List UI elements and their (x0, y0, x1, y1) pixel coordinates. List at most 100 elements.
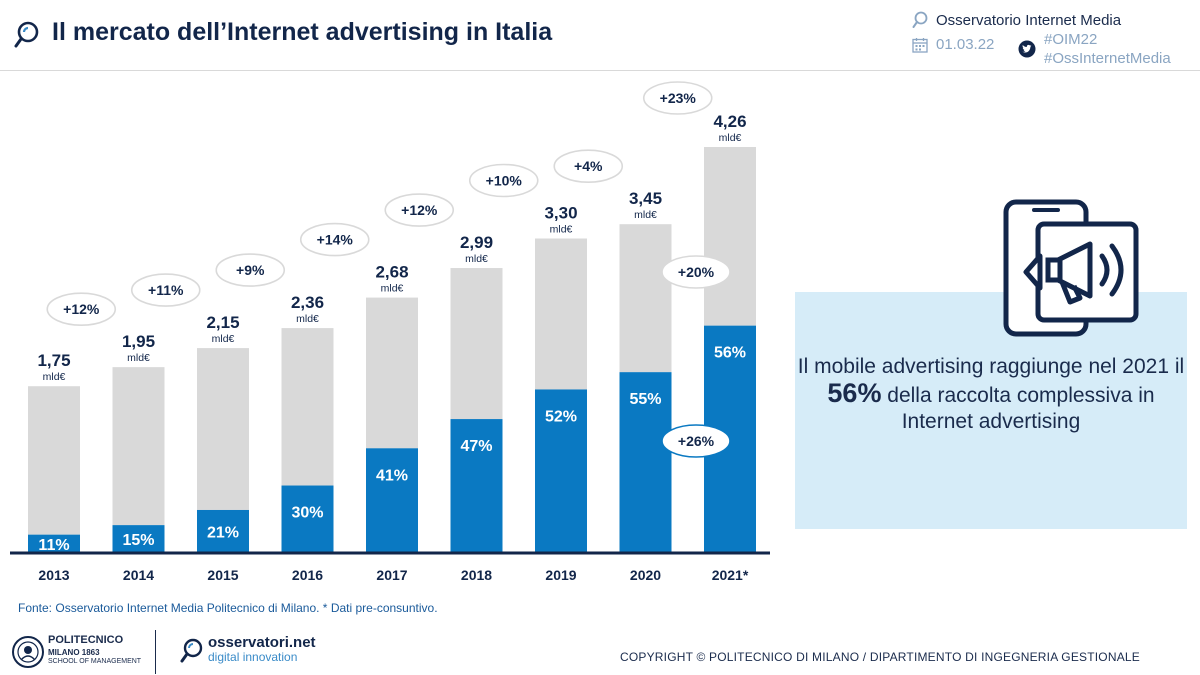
info-text-after: della raccolta complessiva in Internet a… (881, 384, 1155, 433)
bar-mobile-2016 (281, 485, 334, 553)
calendar-icon (912, 37, 928, 53)
mobile-share-label: 15% (122, 532, 154, 549)
total-value-label: 2,15 (206, 313, 239, 332)
growth-2021-mobile-label: +26% (678, 433, 715, 449)
unit-label: mld€ (634, 209, 657, 221)
bar-other-2014 (112, 367, 165, 526)
bar-mobile-2017 (366, 448, 418, 553)
twitter-icon (1018, 40, 1036, 58)
x-tick-label: 2020 (630, 567, 661, 583)
unit-label: mld€ (465, 253, 488, 265)
mobile-share-label: 41% (376, 467, 408, 484)
mobile-share-label: 56% (714, 345, 746, 362)
growth-3-label: +14% (317, 232, 354, 248)
growth-4-ellipse (384, 193, 455, 227)
unit-label: mld€ (381, 283, 404, 295)
unit-label: mld€ (296, 313, 319, 325)
unit-label: mld€ (719, 132, 742, 144)
total-value-label: 2,68 (375, 263, 408, 282)
polimi-year: MILANO 1863 (48, 648, 100, 657)
unit-label: mld€ (212, 333, 235, 345)
osservatori-logo-icon (180, 638, 203, 663)
growth-2021-other-label: +20% (678, 264, 715, 280)
growth-2-ellipse (215, 253, 286, 287)
x-tick-label: 2014 (123, 567, 154, 583)
footer-logos: POLITECNICO MILANO 1863 SCHOOL OF MANAGE… (12, 630, 342, 674)
hashtag-oim22[interactable]: #OIM22 (1044, 31, 1098, 48)
growth-4-label: +12% (401, 202, 438, 218)
total-value-label: 1,75 (37, 351, 70, 370)
bar-mobile-2019 (535, 389, 587, 553)
x-tick-label: 2016 (292, 567, 323, 583)
page-title: Il mercato dell’Internet advertising in … (52, 18, 553, 46)
bar-mobile-2013 (28, 534, 80, 553)
info-box: Il mobile advertising raggiunge nel 2021… (795, 292, 1187, 529)
mobile-share-label: 47% (460, 438, 492, 455)
x-tick-label: 2013 (38, 567, 69, 583)
growth-3-ellipse (299, 222, 370, 257)
total-value-label: 3,30 (544, 203, 577, 222)
logo-divider (155, 630, 156, 674)
bar-other-2016 (281, 328, 334, 486)
polimi-school: SCHOOL OF MANAGEMENT (48, 658, 142, 665)
total-value-label: 3,45 (629, 189, 662, 208)
x-tick-label: 2015 (207, 567, 238, 583)
total-value-label: 4,26 (713, 112, 746, 131)
magnifier-logo-icon (14, 21, 39, 48)
bar-other-2015 (197, 348, 249, 510)
bar-other-2020 (619, 224, 672, 373)
x-tick-label: 2019 (545, 567, 576, 583)
info-highlight: 56% (827, 378, 882, 408)
unit-label: mld€ (550, 223, 573, 235)
growth-1-ellipse (130, 273, 201, 307)
info-text: Il mobile advertising raggiunge nel 2021… (795, 354, 1187, 435)
info-text-before: Il mobile advertising raggiunge nel 2021… (797, 355, 1185, 378)
header-divider (0, 70, 1200, 71)
bar-other-2018 (450, 268, 503, 420)
bar-mobile-2018 (450, 419, 503, 553)
mobile-megaphone-icon (1003, 199, 1139, 337)
osservatori-sub: digital innovation (208, 650, 298, 664)
total-value-label: 2,99 (460, 233, 493, 252)
observatory-row: Osservatorio Internet Media (912, 10, 1121, 30)
mobile-share-label: 11% (38, 537, 69, 554)
osservatori-name: osservatori.net (208, 634, 316, 651)
bar-mobile-2020 (619, 372, 672, 553)
observatory-name: Osservatorio Internet Media (936, 11, 1122, 29)
hashtag-ossinternetmedia[interactable]: #OssInternetMedia (1044, 50, 1171, 67)
source-note: Fonte: Osservatorio Internet Media Polit… (18, 601, 438, 615)
bar-chart: 11%1,75mld€201315%1,95mld€201421%2,15mld… (10, 81, 770, 583)
growth-2021-other-ellipse (661, 255, 731, 289)
bar-other-2017 (366, 297, 418, 449)
x-tick-label: 2017 (376, 567, 407, 583)
x-tick-label: 2018 (461, 567, 492, 583)
total-value-label: 1,95 (122, 332, 155, 351)
growth-2-label: +9% (236, 262, 265, 278)
hashtags: #OIM22 #OssInternetMedia (1044, 30, 1171, 68)
growth-6-ellipse (553, 149, 624, 183)
x-tick-label: 2021* (712, 567, 749, 583)
header: Il mercato dell’Internet advertising in … (0, 0, 1200, 71)
bar-other-2019 (535, 238, 587, 390)
date: 01.03.22 (936, 36, 995, 53)
growth-6-label: +4% (574, 158, 603, 174)
bar-other-2013 (28, 386, 80, 535)
growth-0-ellipse (46, 292, 117, 326)
total-value-label: 2,36 (291, 293, 324, 312)
unit-label: mld€ (127, 352, 150, 364)
growth-0-label: +12% (63, 301, 100, 317)
growth-5-label: +10% (486, 172, 523, 188)
mobile-share-label: 30% (291, 505, 323, 522)
bar-other-2021* (704, 147, 756, 326)
copyright: COPYRIGHT © POLITECNICO DI MILANO / DIPA… (620, 650, 1140, 664)
unit-label: mld€ (43, 371, 66, 383)
bar-mobile-2014 (112, 525, 165, 553)
growth-7-label: +23% (660, 90, 697, 106)
growth-5-ellipse (468, 163, 539, 198)
growth-1-label: +11% (148, 282, 184, 298)
date-row: 01.03.22 (912, 36, 994, 53)
polimi-name: POLITECNICO (48, 634, 124, 646)
mobile-share-label: 21% (207, 524, 239, 541)
growth-2021-mobile-ellipse (661, 424, 731, 458)
bar-mobile-2015 (197, 509, 249, 553)
